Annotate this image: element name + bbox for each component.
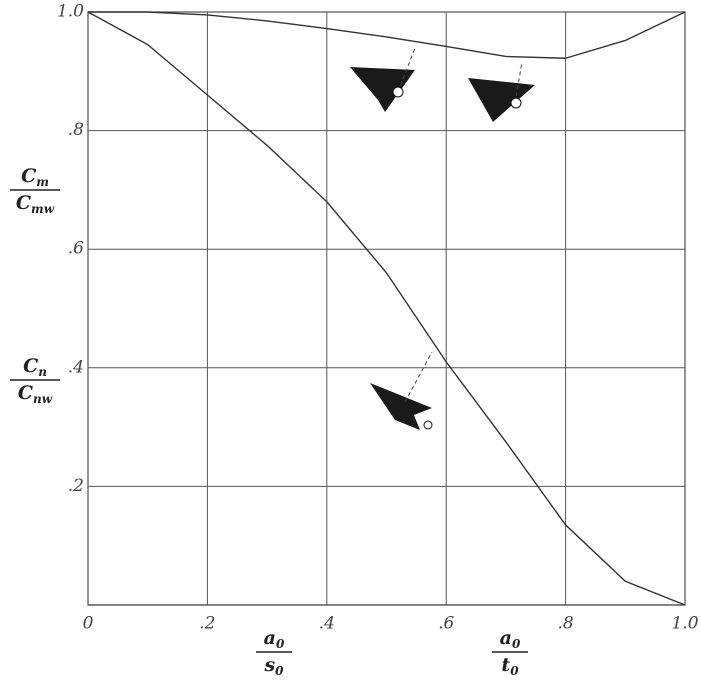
label-sub: 0	[512, 637, 521, 651]
label-main: C	[21, 165, 36, 187]
label-sub: 0	[276, 637, 285, 651]
axis-label-numerator: Cm	[21, 165, 49, 189]
x-tick-label: .6	[438, 614, 454, 634]
aircraft-icon	[350, 47, 416, 112]
curve	[88, 11, 686, 59]
label-sub: nw	[33, 392, 53, 406]
x-tick-label: .4	[319, 614, 335, 634]
axis-label-numerator: a0	[500, 627, 521, 651]
label-sub: mw	[31, 202, 55, 216]
axis-label-denominator: t0	[501, 654, 519, 678]
x-tick-label: .8	[557, 614, 573, 634]
x-tick-label: 0	[83, 614, 94, 634]
label-main: a	[500, 627, 512, 649]
label-sub: 0	[275, 664, 284, 678]
label-main: C	[18, 382, 33, 404]
aircraft-icon	[370, 351, 433, 430]
x-tick-label: 1.0	[671, 614, 698, 634]
axis-label-numerator: Cn	[23, 355, 47, 379]
curve	[87, 11, 686, 606]
axis-label-numerator: a0	[264, 627, 285, 651]
y-tick-label: .8	[68, 120, 84, 140]
label-main: t	[501, 654, 510, 676]
label-main: s	[263, 654, 275, 676]
label-sub: m	[36, 175, 49, 189]
aircraft-icon	[468, 61, 535, 122]
label-main: C	[23, 355, 38, 377]
y-tick-label: .6	[68, 239, 84, 259]
axis-label-denominator: Cmw	[16, 192, 55, 216]
label-main: C	[16, 192, 31, 214]
label-main: a	[264, 627, 276, 649]
label-sub: n	[38, 365, 47, 379]
axis-label-denominator: s0	[263, 654, 284, 678]
label-sub: 0	[510, 664, 519, 678]
y-tick-label: .4	[68, 357, 84, 377]
axis-label-denominator: Cnw	[18, 382, 53, 406]
y-tick-label: .2	[68, 476, 84, 496]
x-tick-label: .2	[199, 614, 215, 634]
y-tick-label: 1.0	[57, 2, 84, 22]
